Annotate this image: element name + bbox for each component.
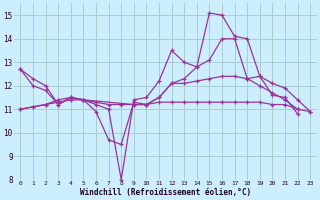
- X-axis label: Windchill (Refroidissement éolien,°C): Windchill (Refroidissement éolien,°C): [80, 188, 251, 197]
